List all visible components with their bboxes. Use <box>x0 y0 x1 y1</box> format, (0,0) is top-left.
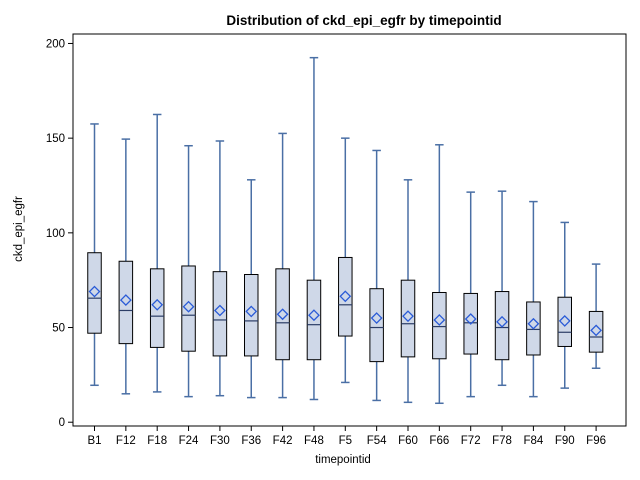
y-tick-label-150: 150 <box>46 133 65 145</box>
x-tick-label-F30: F30 <box>210 435 230 447</box>
iqr-box <box>182 266 196 351</box>
x-tick-label-F42: F42 <box>273 435 293 447</box>
x-tick-label-F24: F24 <box>179 435 199 447</box>
x-tick-label-B1: B1 <box>87 435 101 447</box>
x-tick-label-F18: F18 <box>147 435 167 447</box>
box-F78 <box>495 191 509 385</box>
box-F96 <box>589 264 603 368</box>
x-tick-label-F5: F5 <box>339 435 352 447</box>
x-tick-label-F48: F48 <box>304 435 324 447</box>
box-F18 <box>150 114 164 391</box>
box-F48 <box>307 58 321 400</box>
iqr-box <box>150 269 164 348</box>
iqr-box <box>119 261 133 343</box>
x-tick-label-F78: F78 <box>492 435 512 447</box>
box-F42 <box>276 133 290 397</box>
y-tick-label-200: 200 <box>46 38 65 50</box>
x-tick-label-F66: F66 <box>429 435 449 447</box>
x-tick-label-F36: F36 <box>241 435 261 447</box>
chart-title: Distribution of ckd_epi_egfr by timepoin… <box>226 13 501 28</box>
plot-frame <box>73 34 626 426</box>
x-axis-label: timepointid <box>315 454 371 466</box>
x-tick-label-F12: F12 <box>116 435 136 447</box>
iqr-box <box>213 272 227 356</box>
x-tick-label-F54: F54 <box>367 435 387 447</box>
x-tick-label-F60: F60 <box>398 435 418 447</box>
box-F5 <box>339 138 353 382</box>
box-F30 <box>213 141 227 396</box>
y-tick-label-100: 100 <box>46 228 65 240</box>
x-tick-label-F84: F84 <box>523 435 543 447</box>
iqr-box <box>245 275 259 356</box>
x-tick-label-F72: F72 <box>461 435 481 447</box>
iqr-box <box>88 253 102 333</box>
box-F54 <box>370 150 384 400</box>
x-tick-label-F90: F90 <box>555 435 575 447</box>
x-axis: B1 F12 F18 F24 F30 F36 F42 F48 F5 F54 F60 F66 F72 F78… <box>87 426 606 447</box>
iqr-box <box>495 292 509 360</box>
box-B1 <box>88 124 102 385</box>
box-F90 <box>558 222 572 388</box>
box-F72 <box>464 192 478 397</box>
iqr-box <box>370 289 384 362</box>
y-axis: 0 50 100 150 200 <box>46 38 73 429</box>
x-tick-label-F96: F96 <box>586 435 606 447</box>
box-F36 <box>245 180 259 398</box>
iqr-box <box>589 311 603 352</box>
box-F24 <box>182 146 196 397</box>
box-F66 <box>433 145 447 403</box>
y-axis-label: ckd_epi_egfr <box>13 196 25 262</box>
box-F84 <box>527 202 541 397</box>
box-F60 <box>401 180 415 403</box>
boxes <box>88 58 603 404</box>
iqr-box <box>401 280 415 357</box>
y-tick-label-0: 0 <box>59 417 65 429</box>
y-tick-label-50: 50 <box>52 323 65 335</box>
box-F12 <box>119 139 133 394</box>
